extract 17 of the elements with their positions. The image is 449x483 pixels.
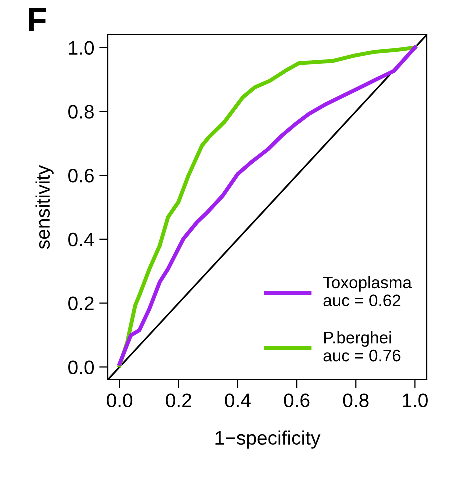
text: F [29, 8, 46, 32]
x-tick-label: 0.8 [343, 394, 369, 408]
y-tick-label: 1.0 [69, 41, 94, 56]
x-tick-label: 0.0 [107, 394, 133, 408]
y-tick-label: 0.0 [68, 360, 94, 374]
y-tick-label: 0.8 [68, 105, 94, 119]
y-tick-label: 0.4 [68, 232, 94, 247]
x-axis-title: 1−specificity [216, 430, 321, 449]
legend-label: Toxoplasma auc = 0.62 [323, 276, 412, 307]
x-tick-label: 0.2 [166, 394, 192, 408]
x-tick-label: 1.0 [403, 394, 428, 408]
y-tick-label: 0.6 [68, 169, 94, 183]
legend-label: P.berghei auc = 0.76 [324, 332, 401, 362]
y-tick-label: 0.2 [68, 296, 94, 311]
x-tick-label: 0.6 [284, 394, 310, 408]
x-tick-label: 0.4 [225, 394, 251, 408]
y-axis-title: sensitivity [36, 165, 54, 250]
